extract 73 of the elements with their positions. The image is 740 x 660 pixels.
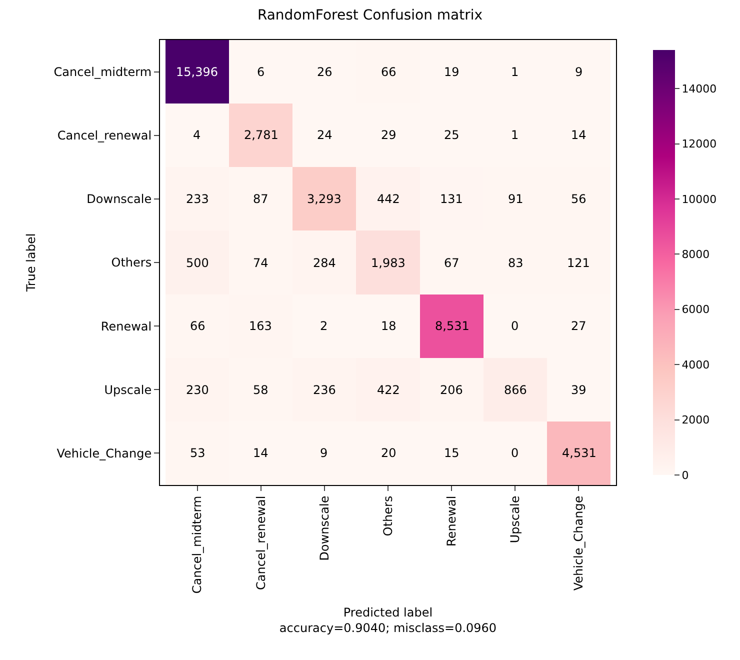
data-label: 0 [511,446,519,460]
color-bar-label: 4000 [682,358,710,372]
x-tick-label: Upscale [508,496,522,544]
data-label: 67 [444,256,460,270]
color-bar-label: 6000 [682,303,710,316]
x-tick-label: Cancel_renewal [254,496,268,590]
data-label: 58 [253,383,268,397]
data-label: 3,293 [307,192,342,206]
y-tick-label: Vehicle_Change [56,446,152,460]
data-label: 0 [511,319,519,333]
y-tick-label: Upscale [104,382,152,397]
data-label: 4 [193,128,201,142]
data-label: 25 [444,128,460,142]
data-label: 14 [253,446,268,460]
data-label: 2 [320,319,328,333]
chart-title: RandomForest Confusion matrix [257,8,483,24]
data-label: 163 [249,319,272,333]
data-label: 1 [511,65,519,79]
data-label: 39 [571,383,586,397]
data-label: 1 [511,128,519,142]
data-label: 1,983 [371,256,406,270]
data-label: 866 [504,383,527,397]
data-label: 26 [317,65,332,79]
data-label: 66 [190,319,206,333]
y-tick-label: Downscale [86,192,152,206]
data-label: 29 [381,128,396,142]
x-tick-label: Downscale [317,496,332,561]
data-label: 66 [381,65,396,79]
data-label: 87 [253,192,268,206]
data-label: 206 [440,383,463,397]
data-label: 2,781 [244,128,278,142]
data-label: 4,531 [562,446,596,460]
data-label: 14 [571,128,586,142]
x-tick-label: Vehicle_Change [572,496,586,591]
data-label: 233 [186,192,209,206]
color-bar-label: 10000 [682,192,717,206]
data-label: 422 [377,383,400,397]
data-label: 15,396 [176,65,218,79]
x-tick-label: Others [380,496,395,536]
data-label: 131 [440,192,463,206]
data-label: 9 [320,446,328,460]
y-tick-label: Others [111,256,152,270]
color-bar-label: 14000 [682,82,717,96]
data-label: 121 [567,256,590,270]
color-bar-label: 8000 [682,248,710,262]
data-label: 8,531 [435,319,470,333]
data-label: 9 [575,65,583,79]
data-label: 20 [381,446,396,460]
data-label: 442 [377,192,400,206]
data-label: 83 [508,256,524,270]
y-axis-title: True label [24,233,38,293]
data-label: 230 [186,383,209,397]
data-label: 500 [186,256,209,270]
color-bar-label: 12000 [682,138,717,151]
data-label: 15 [444,446,460,460]
y-tick-label: Renewal [100,319,152,334]
x-tick-label: Renewal [444,496,458,546]
data-label: 56 [571,192,586,206]
data-label: 91 [508,192,524,206]
color-bar-label: 0 [682,468,689,482]
data-label: 27 [571,319,586,333]
y-tick-label: Cancel_midterm [54,64,152,79]
data-label: 236 [313,383,336,397]
x-axis-title: Predicted label accuracy=0.9040; misclass=0.0960 [279,605,497,636]
color-bar-label: 2000 [682,414,710,427]
data-label: 6 [257,65,265,79]
data-label: 53 [190,446,206,460]
y-tick-label: Cancel_renewal [57,128,152,143]
data-label: 74 [253,256,268,270]
data-label: 18 [381,319,396,333]
data-label: 19 [444,65,460,79]
data-label: 284 [313,256,336,270]
data-label: 24 [317,128,332,142]
